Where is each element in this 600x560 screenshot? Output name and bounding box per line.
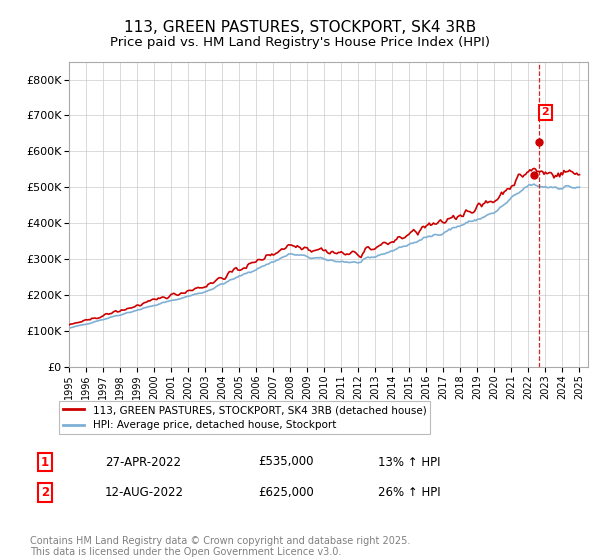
Text: 2: 2 (542, 108, 549, 118)
Text: £625,000: £625,000 (258, 486, 314, 500)
Text: 13% ↑ HPI: 13% ↑ HPI (378, 455, 440, 469)
Text: 113, GREEN PASTURES, STOCKPORT, SK4 3RB: 113, GREEN PASTURES, STOCKPORT, SK4 3RB (124, 20, 476, 35)
Text: 2: 2 (41, 486, 49, 500)
Text: Price paid vs. HM Land Registry's House Price Index (HPI): Price paid vs. HM Land Registry's House … (110, 36, 490, 49)
Legend: 113, GREEN PASTURES, STOCKPORT, SK4 3RB (detached house), HPI: Average price, de: 113, GREEN PASTURES, STOCKPORT, SK4 3RB … (59, 401, 430, 435)
Text: 26% ↑ HPI: 26% ↑ HPI (378, 486, 440, 500)
Text: £535,000: £535,000 (258, 455, 314, 469)
Text: Contains HM Land Registry data © Crown copyright and database right 2025.
This d: Contains HM Land Registry data © Crown c… (30, 535, 410, 557)
Text: 1: 1 (41, 455, 49, 469)
Text: 12-AUG-2022: 12-AUG-2022 (105, 486, 184, 500)
Text: 27-APR-2022: 27-APR-2022 (105, 455, 181, 469)
